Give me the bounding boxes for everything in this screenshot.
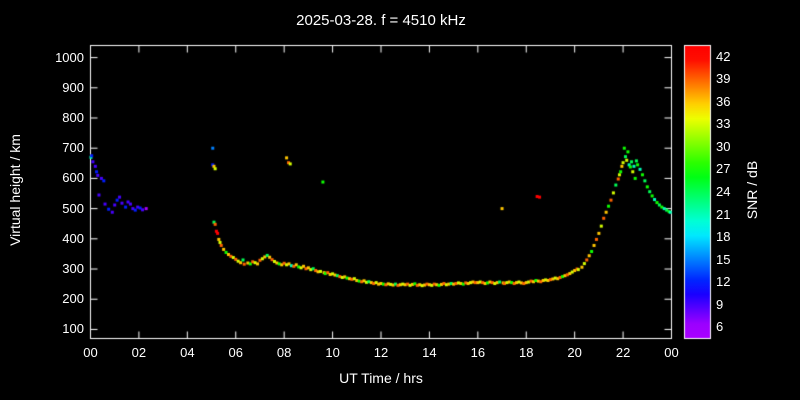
x-tick-label: 16 bbox=[470, 345, 486, 360]
x-tick-label: 04 bbox=[180, 345, 195, 360]
x-tick-label: 08 bbox=[276, 345, 292, 360]
x-axis-label: UT Time / hrs bbox=[339, 370, 423, 386]
y-tick-label: 500 bbox=[62, 200, 84, 216]
x-tick-label: 14 bbox=[422, 345, 437, 360]
colorbar-tick-label: 39 bbox=[716, 71, 731, 87]
y-tick-label: 400 bbox=[62, 230, 84, 246]
colorbar-tick-label: 24 bbox=[716, 184, 731, 199]
x-tick-label: 02 bbox=[131, 345, 147, 360]
y-tick-label: 900 bbox=[62, 79, 84, 95]
y-tick-label: 800 bbox=[62, 109, 84, 125]
colorbar-tick-label: 42 bbox=[716, 48, 731, 64]
x-tick-label: 18 bbox=[519, 345, 534, 360]
colorbar-tick-label: 18 bbox=[716, 229, 731, 245]
colorbar-tick-label: 27 bbox=[716, 161, 731, 177]
colorbar-tick-label: 12 bbox=[716, 274, 731, 290]
x-tick-label: 00 bbox=[83, 345, 98, 360]
y-tick-label: 700 bbox=[62, 140, 84, 156]
colorbar-tick-label: 15 bbox=[716, 251, 731, 267]
x-tick-label: 20 bbox=[567, 345, 582, 360]
y-tick-label: 1000 bbox=[55, 49, 84, 65]
colorbar-tick-label: 33 bbox=[716, 116, 731, 132]
y-tick-label: 200 bbox=[62, 291, 84, 307]
colorbar-tick-label: 6 bbox=[716, 319, 724, 335]
colorbar-tick-label: 9 bbox=[716, 296, 724, 312]
x-tick-label: 12 bbox=[373, 345, 389, 360]
colorbar-tick-label: 36 bbox=[716, 93, 731, 109]
y-tick-label: 600 bbox=[62, 170, 84, 186]
colorbar-tick-label: 21 bbox=[716, 206, 731, 222]
x-tick-label: 10 bbox=[325, 345, 340, 360]
y-axis-label: Virtual height / km bbox=[7, 134, 23, 246]
x-tick-label: 22 bbox=[615, 345, 631, 360]
x-tick-label: 06 bbox=[228, 345, 243, 360]
colorbar-tick-label: 30 bbox=[716, 138, 731, 154]
y-tick-label: 100 bbox=[62, 321, 84, 337]
y-tick-label: 300 bbox=[62, 261, 84, 277]
x-tick-label: 00 bbox=[664, 345, 679, 360]
